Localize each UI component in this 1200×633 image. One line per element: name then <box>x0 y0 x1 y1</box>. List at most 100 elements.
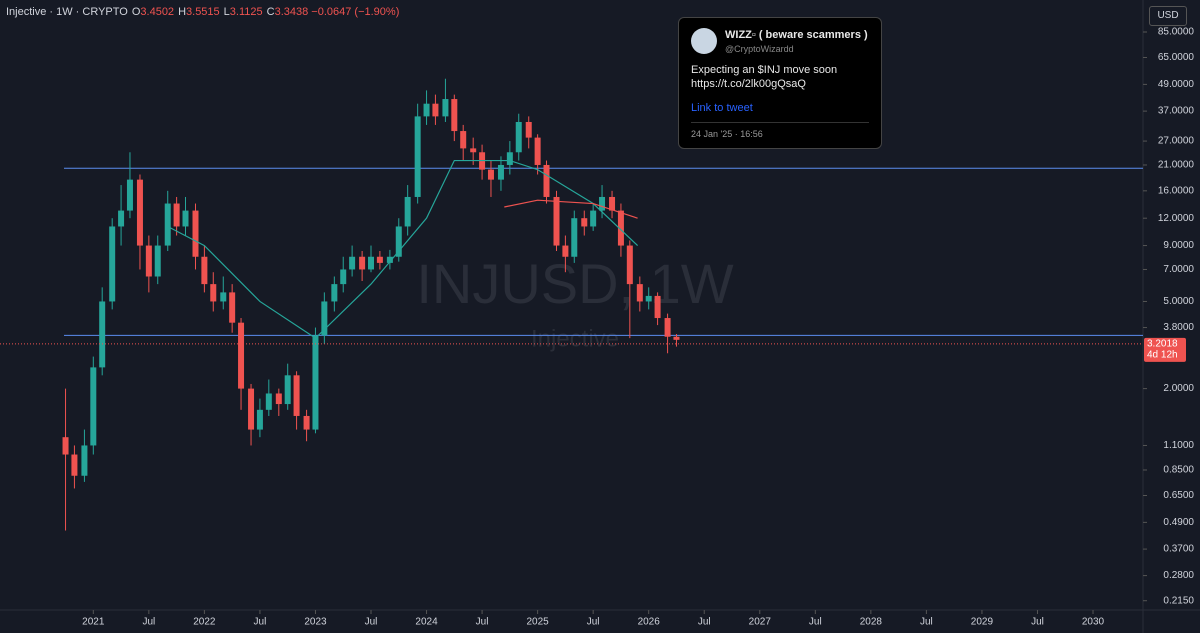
x-tick-label: Jul <box>920 617 933 628</box>
x-tick-label: Jul <box>809 617 822 628</box>
y-tick-label: 0.3700 <box>1163 544 1194 555</box>
x-tick-label: 2030 <box>1082 617 1105 628</box>
candle-body <box>201 256 208 285</box>
candle-body <box>164 203 171 246</box>
x-tick-label: Jul <box>587 617 600 628</box>
candle-body <box>340 269 347 285</box>
candle-body <box>571 218 578 257</box>
candle-body <box>626 245 633 285</box>
y-tick-label: 9.0000 <box>1163 240 1194 251</box>
candle-body <box>321 301 328 336</box>
candle-body <box>220 292 227 302</box>
candle-body <box>599 196 606 211</box>
candle-body <box>126 179 133 211</box>
y-tick-label: 27.0000 <box>1158 136 1195 147</box>
candle-body <box>154 245 161 277</box>
candle-body <box>609 196 616 211</box>
candle-body <box>442 99 449 117</box>
y-tick-label: 0.4900 <box>1163 517 1194 528</box>
candle-body <box>265 393 272 410</box>
symbol: Injective · 1W · CRYPTO <box>6 6 128 18</box>
y-tick-label: 1.1000 <box>1163 440 1194 451</box>
candle-body <box>90 367 97 446</box>
candle-body <box>284 375 291 405</box>
tweet-text: Expecting an $INJ move soon https://t.co/… <box>691 63 837 91</box>
candle-body <box>525 121 532 138</box>
candle-body <box>376 256 383 263</box>
x-tick-label: 2021 <box>82 617 105 628</box>
candle-body <box>210 284 217 302</box>
tweet-body: Expecting an $INJ move soon <box>691 64 838 76</box>
y-tick-label: 65.0000 <box>1158 52 1195 63</box>
y-tick-label: 5.0000 <box>1163 296 1194 307</box>
candle-body <box>414 116 421 197</box>
candle-body <box>182 210 189 227</box>
x-tick-label: 2023 <box>304 617 327 628</box>
x-tick-label: Jul <box>142 617 155 628</box>
candle-body <box>487 169 494 180</box>
candle-body <box>636 284 643 302</box>
y-tick-label: 7.0000 <box>1163 264 1194 275</box>
x-tick-label: Jul <box>1031 617 1044 628</box>
y-tick-label: 0.2150 <box>1163 595 1194 606</box>
ohlc-value: 3.4502 <box>140 6 175 18</box>
candle-body <box>81 445 88 476</box>
ohlc-key: L <box>223 6 230 18</box>
candle-body <box>581 218 588 227</box>
candle-body <box>497 164 504 180</box>
watermark-sub: Injective <box>531 325 619 352</box>
moving-average <box>167 159 639 339</box>
candle-body <box>470 148 477 153</box>
x-tick-label: Jul <box>254 617 267 628</box>
x-tick-label: 2029 <box>971 617 994 628</box>
moving-average <box>504 199 638 219</box>
candle-body <box>515 121 522 153</box>
price-tag-bg <box>1144 337 1186 362</box>
price-axis-bg <box>1143 0 1200 633</box>
candle-body <box>395 226 402 257</box>
candle-body <box>673 336 680 340</box>
y-tick-label: 16.0000 <box>1158 185 1195 196</box>
candle-body <box>534 137 541 165</box>
tweet-url[interactable]: https://t.co/2lk00gQsaQ <box>691 78 806 90</box>
ohlc-key: H <box>178 6 187 18</box>
x-tick-label: 2026 <box>638 617 661 628</box>
x-tick-label: Jul <box>365 617 378 628</box>
ohlc: O3.4502 H3.5515 L3.1125 C3.3438 <box>128 6 308 18</box>
candle-body <box>664 318 671 337</box>
y-tick-label: 85.0000 <box>1158 27 1195 38</box>
tweet-link[interactable]: Link to tweet <box>691 102 753 114</box>
candle-body <box>617 210 624 246</box>
candle-body <box>136 179 143 246</box>
currency-button[interactable]: USD <box>1149 6 1187 26</box>
candle-body <box>293 375 300 416</box>
tweet-date: 24 Jan '25 · 16:56 <box>691 129 763 139</box>
countdown: 4d 12h <box>1147 349 1178 360</box>
candle-body <box>118 210 125 227</box>
x-tick-label: 2024 <box>415 617 438 628</box>
header: Injective · 1W · CRYPTO O3.4502 H3.5515 L3.… <box>6 6 399 18</box>
candle-body <box>331 284 338 302</box>
candle-body <box>553 196 560 246</box>
ohlc-key: C <box>266 6 275 18</box>
tweet-handle: @CryptoWizardd <box>725 44 794 54</box>
y-tick-label: 0.6500 <box>1163 490 1194 501</box>
x-tick-label: 2028 <box>860 617 883 628</box>
candle-body <box>192 210 199 257</box>
candle-body <box>404 196 411 227</box>
candle-body <box>256 409 263 430</box>
candle-body <box>432 103 439 117</box>
ohlc-value: 3.5515 <box>186 6 220 18</box>
candle-body <box>423 103 430 117</box>
y-tick-label: 21.0000 <box>1158 160 1195 171</box>
candle-body <box>62 437 69 455</box>
candle-body <box>109 226 116 302</box>
candle-body <box>238 322 245 389</box>
ohlc-key: O <box>131 6 141 18</box>
x-tick-label: 2025 <box>526 617 549 628</box>
candle-body <box>145 245 152 277</box>
watermark: INJUSD, 1W <box>416 252 733 315</box>
